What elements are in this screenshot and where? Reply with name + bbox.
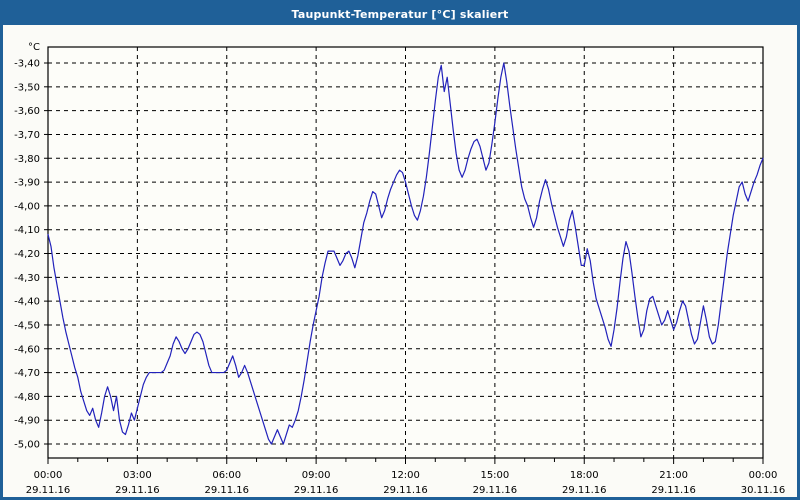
y-tick-label: -4,00 — [14, 201, 40, 212]
axis-ticks — [44, 62, 764, 464]
y-tick-label: -5,00 — [14, 440, 40, 451]
page-title: Taupunkt-Temperatur [°C] skaliert — [291, 7, 509, 21]
y-tick-label: -4,90 — [14, 416, 40, 427]
chart-plot-area: -3,40 -3,50 -3,60 -3,70 -3,80 -3,90 -4,00 -4,10… — [3, 25, 797, 497]
y-tick-label: -3,90 — [14, 178, 40, 189]
y-tick-label: -4,80 — [14, 392, 40, 403]
x-tick-time-label: 15:00 — [480, 470, 509, 481]
x-tick-date-label: 29.11.16 — [26, 485, 71, 496]
x-tick-time-label: 18:00 — [570, 470, 599, 481]
data-series-group — [47, 62, 764, 445]
x-tick-time-label: 09:00 — [302, 470, 331, 481]
y-tick-label: -4,30 — [14, 273, 40, 284]
x-tick-time-label: 00:00 — [34, 470, 63, 481]
y-tick-label: -4,60 — [14, 344, 40, 355]
y-axis-unit: °C — [28, 42, 40, 53]
x-tick-time-label: 03:00 — [123, 470, 152, 481]
y-tick-label: -4,40 — [14, 297, 40, 308]
x-tick-time-label: 00:00 — [749, 470, 778, 481]
x-tick-time-label: 06:00 — [212, 470, 241, 481]
x-tick-date-label: 29.11.16 — [383, 485, 428, 496]
y-axis-tick-labels: -3,40 -3,50 -3,60 -3,70 -3,80 -3,90 -4,00 -4,10… — [14, 59, 40, 451]
y-tick-label: -3,40 — [14, 59, 40, 70]
x-tick-date-label: 30.11.16 — [741, 485, 786, 496]
y-tick-label: -3,80 — [14, 154, 40, 165]
x-tick-time-label: 12:00 — [391, 470, 420, 481]
series-line — [47, 62, 764, 445]
y-tick-label: -3,70 — [14, 130, 40, 141]
chart-background — [48, 47, 763, 458]
x-axis-tick-labels: 00:00 29.11.16 03:00 29.11.16 06:00 29.11.16 0… — [26, 470, 786, 496]
x-tick-time-label: 21:00 — [659, 470, 688, 481]
y-tick-label: -3,60 — [14, 106, 40, 117]
x-tick-date-label: 29.11.16 — [204, 485, 249, 496]
y-tick-label: -4,50 — [14, 320, 40, 331]
x-tick-date-label: 29.11.16 — [115, 485, 160, 496]
y-tick-label: -4,10 — [14, 225, 40, 236]
horizontal-gridlines — [48, 62, 763, 445]
window-title-bar: Taupunkt-Temperatur [°C] skaliert — [3, 3, 797, 25]
y-tick-label: -4,20 — [14, 249, 40, 260]
y-tick-label: -3,50 — [14, 82, 40, 93]
x-tick-date-label: 29.11.16 — [651, 485, 696, 496]
x-tick-date-label: 29.11.16 — [294, 485, 339, 496]
y-tick-label: -4,70 — [14, 368, 40, 379]
x-tick-date-label: 29.11.16 — [473, 485, 518, 496]
line-chart: -3,40 -3,50 -3,60 -3,70 -3,80 -3,90 -4,00 -4,10… — [14, 42, 786, 496]
y-axis-unit-label: °C — [28, 42, 40, 53]
x-tick-date-label: 29.11.16 — [562, 485, 607, 496]
